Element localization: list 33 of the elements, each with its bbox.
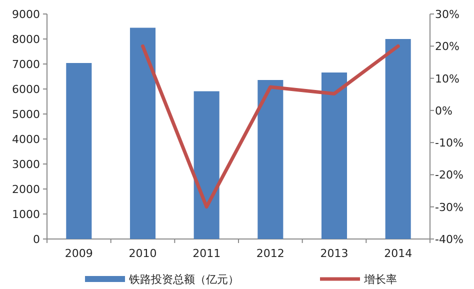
y2-tick-label: 30% bbox=[435, 8, 460, 21]
line-series bbox=[141, 44, 400, 209]
y-tick-label: 1000 bbox=[12, 208, 40, 221]
x-tick-label: 2012 bbox=[256, 247, 284, 260]
y-tick-label: 0 bbox=[33, 233, 40, 246]
bar bbox=[66, 63, 92, 239]
y2-tick-label: -30% bbox=[435, 200, 464, 214]
x-tick-label: 2010 bbox=[128, 247, 157, 260]
bar bbox=[385, 39, 411, 239]
y2-tick-label: -10% bbox=[435, 136, 464, 150]
y2-tick-label: -40% bbox=[435, 233, 464, 246]
bar bbox=[194, 91, 220, 239]
y2-tick-label: 0% bbox=[435, 104, 452, 118]
y2-tick-label: 10% bbox=[435, 72, 460, 86]
y-tick-label: 7000 bbox=[12, 58, 40, 71]
y-tick-label: 8000 bbox=[12, 33, 40, 46]
y2-tick-label: -20% bbox=[435, 168, 464, 182]
bar bbox=[130, 28, 156, 239]
bar bbox=[258, 80, 284, 239]
bar bbox=[321, 72, 348, 239]
y-tick-label: 3000 bbox=[12, 158, 40, 171]
y-tick-label: 5000 bbox=[12, 108, 40, 121]
x-tick-label: 2011 bbox=[192, 247, 221, 260]
legend-label: 增长率 bbox=[363, 273, 397, 286]
y-tick-label: 6000 bbox=[12, 83, 40, 96]
legend-label: 铁路投资总额（亿元） bbox=[128, 273, 239, 286]
x-tick-label: 2009 bbox=[64, 247, 93, 260]
y-tick-label: 2000 bbox=[12, 183, 40, 196]
y2-tick-label: 20% bbox=[435, 40, 460, 54]
x-tick-label: 2014 bbox=[384, 247, 412, 260]
y-tick-label: 4000 bbox=[12, 133, 40, 146]
x-tick-label: 2013 bbox=[320, 247, 348, 260]
y-tick-label: 9000 bbox=[12, 8, 40, 21]
